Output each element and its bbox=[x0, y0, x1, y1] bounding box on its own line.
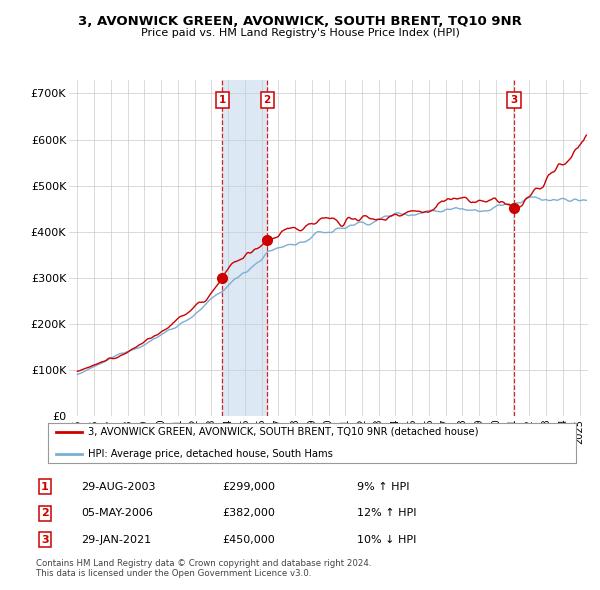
Text: This data is licensed under the Open Government Licence v3.0.: This data is licensed under the Open Gov… bbox=[36, 569, 311, 578]
Text: 3: 3 bbox=[511, 96, 518, 106]
Bar bbox=[223, 80, 267, 416]
Text: 9% ↑ HPI: 9% ↑ HPI bbox=[357, 482, 409, 491]
Text: 3: 3 bbox=[41, 535, 49, 545]
Text: £450,000: £450,000 bbox=[222, 535, 275, 545]
Text: 2: 2 bbox=[41, 509, 49, 518]
Text: Contains HM Land Registry data © Crown copyright and database right 2024.: Contains HM Land Registry data © Crown c… bbox=[36, 559, 371, 568]
Text: 1: 1 bbox=[41, 482, 49, 491]
Text: 12% ↑ HPI: 12% ↑ HPI bbox=[357, 509, 416, 518]
Text: 29-JAN-2021: 29-JAN-2021 bbox=[81, 535, 151, 545]
Text: 10% ↓ HPI: 10% ↓ HPI bbox=[357, 535, 416, 545]
Text: £382,000: £382,000 bbox=[222, 509, 275, 518]
Text: Price paid vs. HM Land Registry's House Price Index (HPI): Price paid vs. HM Land Registry's House … bbox=[140, 28, 460, 38]
Text: 3, AVONWICK GREEN, AVONWICK, SOUTH BRENT, TQ10 9NR (detached house): 3, AVONWICK GREEN, AVONWICK, SOUTH BRENT… bbox=[88, 427, 478, 437]
Text: 29-AUG-2003: 29-AUG-2003 bbox=[81, 482, 155, 491]
Text: 05-MAY-2006: 05-MAY-2006 bbox=[81, 509, 153, 518]
Text: 1: 1 bbox=[219, 96, 226, 106]
Text: £299,000: £299,000 bbox=[222, 482, 275, 491]
Text: 2: 2 bbox=[263, 96, 271, 106]
Text: HPI: Average price, detached house, South Hams: HPI: Average price, detached house, Sout… bbox=[88, 450, 332, 460]
Text: 3, AVONWICK GREEN, AVONWICK, SOUTH BRENT, TQ10 9NR: 3, AVONWICK GREEN, AVONWICK, SOUTH BRENT… bbox=[78, 15, 522, 28]
